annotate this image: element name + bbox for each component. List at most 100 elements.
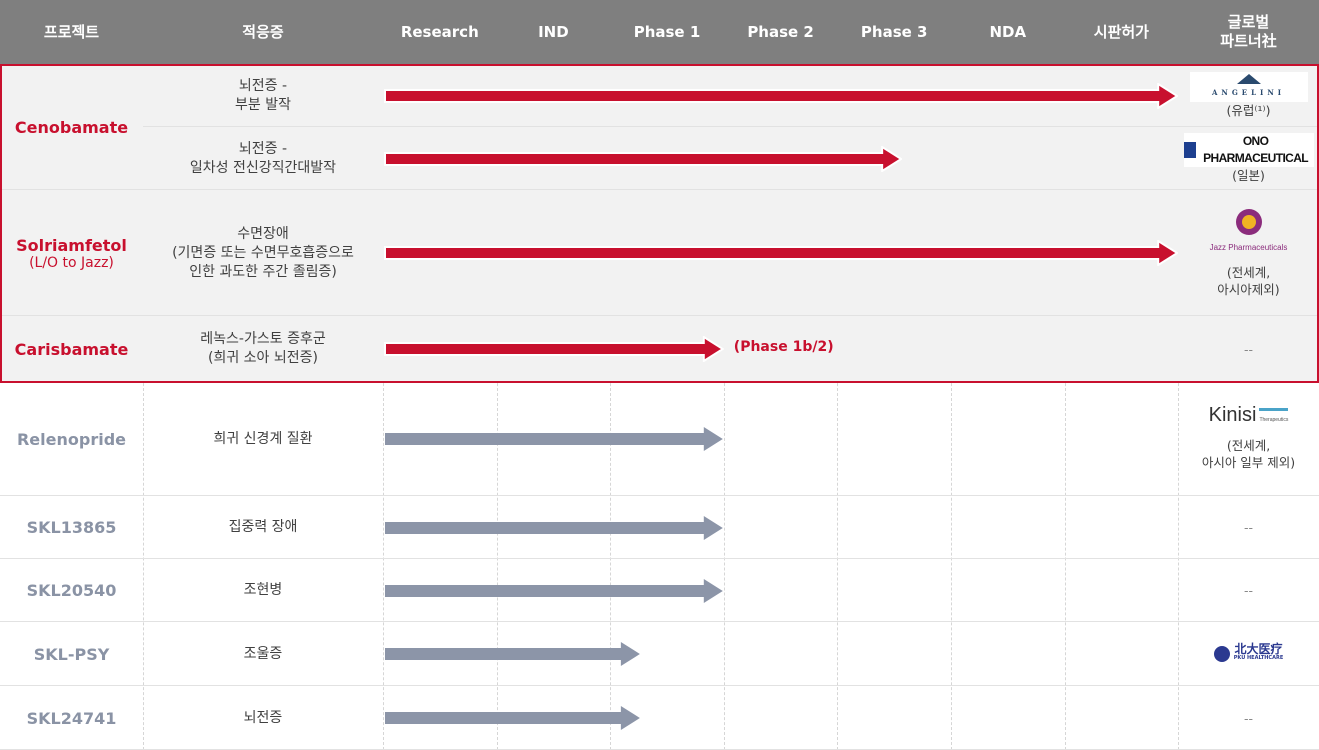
progress-arrow-shape [384,82,1179,109]
indication-cell: 레녹스-가스토 증후군 (희귀 소아 뇌전증) [200,331,326,366]
project-name: SKL20540 [26,581,117,600]
kinisi-logo: Kinisi Therapeutics [1209,405,1289,429]
column-divider [1064,64,1066,750]
header-stage-4: Phase 3 [860,22,928,41]
project-name: SKL-PSY [33,644,110,664]
column-divider [383,64,384,750]
progress-arrow-shape [384,240,1179,266]
partner-region: (유럽⁽¹⁾) [1226,103,1271,118]
partner-cell: ANGELINI (유럽⁽¹⁾) [1178,64,1319,127]
column-divider [610,64,612,750]
partner-region: -- [1243,520,1254,535]
indication-cell: 뇌전증 [243,709,283,726]
project-row [0,382,1319,496]
phase-note: (Phase 1b/2) [733,339,834,355]
column-divider [723,64,725,750]
progress-arrow-shape [385,706,640,730]
project-name: Cenobamate [14,117,129,137]
partner-cell: Kinisi Therapeutics (전세계, 아시아 일부 제외) [1178,382,1319,496]
progress-arrow-shape [385,427,723,451]
ono-logo-text: ONO PHARMACEUTICAL [1203,134,1309,165]
header-stage-6: 시판허가 [1093,22,1149,41]
project-row [0,64,1319,190]
project-name-cell: SKL24741 [0,686,143,750]
angelini-logo-mark [1236,73,1261,84]
header-stage-2: Phase 1 [633,22,701,41]
progress-arrow [385,642,640,666]
project-row [0,496,1319,559]
partner-region: -- [1243,583,1254,598]
pku-logo-en: PKU HEALTHCARE [1233,655,1284,661]
progress-arrow [384,82,1179,109]
project-name: Relenopride [16,429,127,449]
partner-region: (전세계, 아시아 일부 제외) [1201,438,1296,470]
header-partner: 글로벌 파트너社 [1178,0,1319,64]
project-name-cell: Relenopride [0,382,143,496]
column-divider [496,64,498,750]
progress-arrow-shape [385,642,640,666]
column-divider [951,64,952,750]
project-name: SKL13865 [26,518,117,537]
header-project: 프로젝트 [43,22,100,41]
angelini-logo-text: ANGELINI [1211,87,1285,97]
column-divider [143,64,144,750]
partner-region: -- [1243,341,1254,357]
progress-arrow [385,578,723,603]
project-name-cell: Carisbamate [0,316,143,382]
project-row [0,559,1319,622]
header-partner-line2: 파트너社 [1220,32,1277,50]
progress-arrow-shape [385,515,723,540]
column-divider [837,64,839,750]
sub-row-divider [143,126,1319,127]
progress-arrow [384,145,903,172]
partner-cell: -- [1178,496,1319,559]
pku-healthcare-logo: 北大医疗 PKU HEALTHCARE [1213,642,1284,663]
project-name-cell: Cenobamate [0,64,143,190]
indication-cell: 희귀 신경계 질환 [213,430,313,447]
partner-cell: Jazz Pharmaceuticals (전세계, 아시아제외) [1178,190,1319,316]
header-indication: 적응증 [242,22,284,41]
project-name-cell: SKL13865 [0,496,143,559]
partner-cell: 北大医疗 PKU HEALTHCARE [1178,622,1319,686]
ono-logo-mark [1183,142,1196,158]
pku-logo-cn: 北大医疗 [1234,642,1283,656]
partner-cell: ONO PHARMACEUTICAL (일본) [1178,127,1319,190]
header-stage-1: IND [538,22,569,41]
indication-cell: 수면장애 (기면증 또는 수면무호흡증으로 인한 과도한 주간 졸림증) [172,225,354,280]
indication-cell: 조현병 [243,582,283,598]
header-stage-3: Phase 2 [747,22,814,41]
partner-cell: -- [1178,316,1319,382]
progress-arrow-shape [384,336,724,362]
partner-region: (전세계, 아시아제외) [1217,264,1280,297]
jazz-logo: Jazz Pharmaceuticals [1209,208,1288,256]
indication-cell: 조울증 [243,645,283,662]
progress-arrow [384,240,1179,266]
progress-arrow [385,706,640,730]
partner-cell: -- [1178,686,1319,750]
project-name-cell: SKL20540 [0,559,143,622]
pku-logo-seal [1213,646,1230,662]
progress-arrow-shape [385,578,723,603]
progress-arrow [385,515,723,540]
project-name-cell: SKL-PSY [0,622,143,686]
header-stage-5: NDA [989,22,1027,41]
partner-region: -- [1243,710,1254,726]
project-name: SKL24741 [26,708,117,728]
column-divider [1178,64,1180,750]
partner-region: (일본) [1232,168,1265,183]
project-name-cell: Solriamfetol (L/O to Jazz) [0,190,143,316]
kinisi-logo-wave: Therapeutics [1259,408,1289,429]
ono-logo: ONO PHARMACEUTICAL [1183,133,1314,167]
progress-arrow [385,427,723,451]
indication-cell: 뇌전증 - 일차성 전신강직간대발작 [189,140,337,176]
progress-arrow [384,336,724,362]
project-row [0,622,1319,686]
partner-cell: -- [1178,559,1319,622]
project-name: Carisbamate [14,339,129,359]
jazz-logo-text: Jazz Pharmaceuticals [1209,242,1288,252]
project-subtitle: (L/O to Jazz) [29,254,114,271]
indication-cell: 집중력 장애 [228,519,298,535]
jazz-logo-mark [1235,208,1262,235]
angelini-logo: ANGELINI [1189,72,1308,102]
header-partner-line1: 글로벌 [1227,13,1270,31]
